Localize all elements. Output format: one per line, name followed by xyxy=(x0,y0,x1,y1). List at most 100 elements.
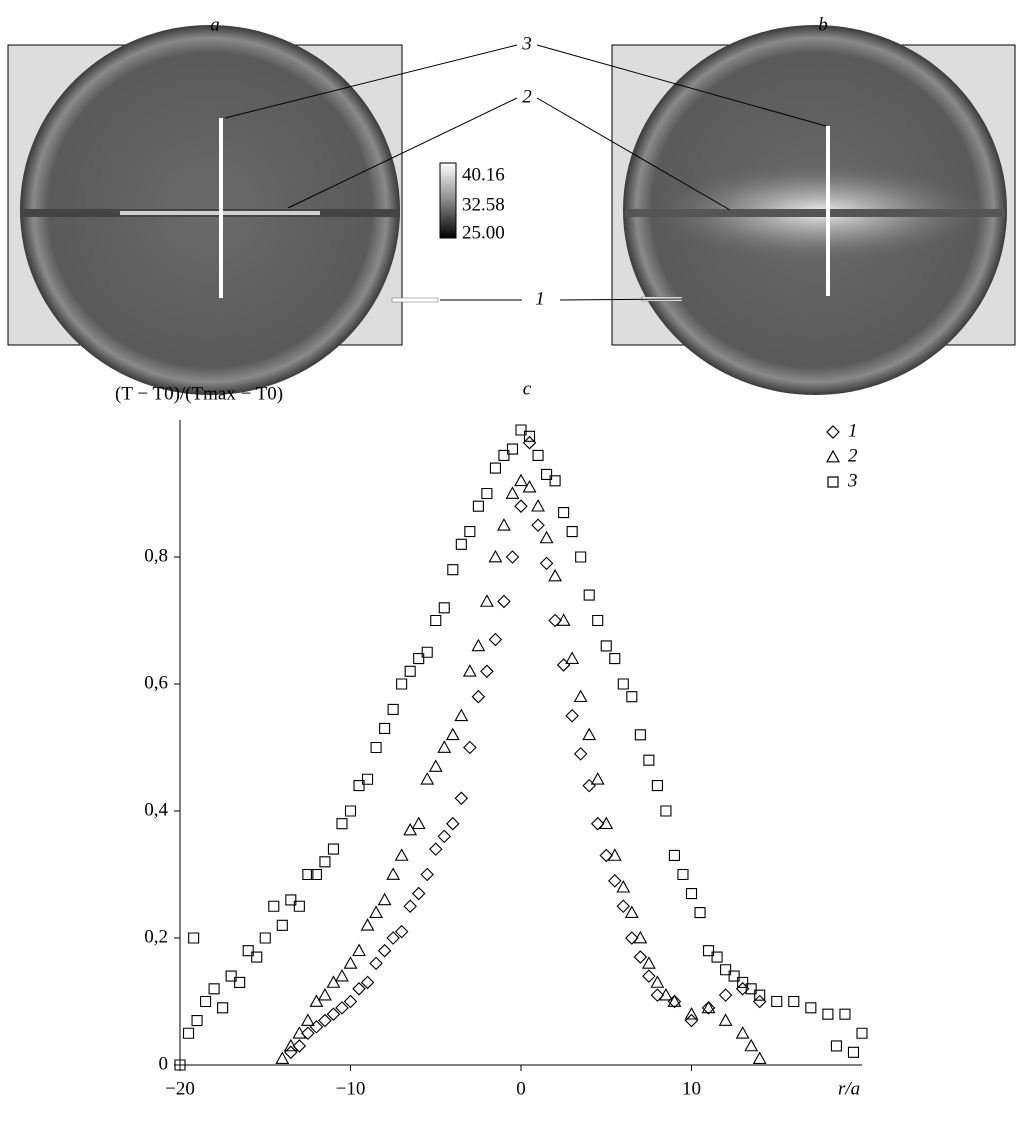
scatter-point xyxy=(575,748,587,760)
scatter-point xyxy=(754,1053,766,1064)
scatter-point xyxy=(593,616,603,626)
scatter-point xyxy=(737,1027,749,1038)
y-tick-label: 0,6 xyxy=(144,672,168,693)
scatter-point xyxy=(789,997,799,1007)
scatter-point xyxy=(549,570,561,581)
scatter-point xyxy=(848,1047,858,1057)
x-tick-label: 10 xyxy=(682,1078,701,1099)
scatter-point xyxy=(567,527,577,537)
scatter-point xyxy=(652,781,662,791)
scatter-point xyxy=(506,551,518,563)
scatter-point xyxy=(532,519,544,531)
scatter-point xyxy=(482,489,492,499)
scatter-point xyxy=(209,984,219,994)
scatter-point xyxy=(336,970,348,981)
scatter-point xyxy=(857,1028,867,1038)
scatter-point xyxy=(626,932,638,944)
scatter-point xyxy=(438,830,450,842)
x-tick-label: −20 xyxy=(165,1078,195,1099)
scatter-point xyxy=(720,1015,732,1026)
scatter-point xyxy=(498,519,510,530)
scatter-point xyxy=(823,1009,833,1019)
scatter-point xyxy=(635,730,645,740)
scatter-point xyxy=(320,857,330,867)
scatter-point xyxy=(456,539,466,549)
scatter-point xyxy=(634,951,646,963)
scatter-point xyxy=(661,806,671,816)
scatter-point xyxy=(430,843,442,855)
colorbar-label: 40.16 xyxy=(462,164,505,185)
scatter-point xyxy=(379,945,391,957)
scatter-point xyxy=(720,989,732,1001)
scatter-point xyxy=(687,889,697,899)
scatter-point xyxy=(337,819,347,829)
scatter-point xyxy=(754,996,766,1008)
scatter-point xyxy=(184,1028,194,1038)
legend-marker xyxy=(827,451,839,462)
colorbar xyxy=(440,163,456,238)
scatter-point xyxy=(464,742,476,754)
x-tick-label: −10 xyxy=(336,1078,366,1099)
scatter-point xyxy=(703,1002,715,1013)
panel-b-image xyxy=(612,25,1015,395)
scatter-point xyxy=(618,679,628,689)
scatter-point xyxy=(447,729,459,740)
scatter-point xyxy=(472,691,484,703)
scatter-point xyxy=(397,679,407,689)
y-tick-label: 0,8 xyxy=(144,545,168,566)
callout-label: 1 xyxy=(535,288,545,309)
scatter-point xyxy=(600,818,612,829)
colorbar-label: 25.00 xyxy=(462,222,505,243)
scatter-point xyxy=(293,1027,305,1038)
scatter-point xyxy=(447,818,459,830)
scatter-point xyxy=(806,1003,816,1013)
scatter-point xyxy=(541,557,553,569)
scatter-point xyxy=(575,691,587,702)
legend-label: 3 xyxy=(847,470,858,491)
scatter-point xyxy=(413,818,425,829)
scatter-point xyxy=(489,634,501,646)
scatter-point xyxy=(370,957,382,969)
scatter-point xyxy=(549,615,561,627)
scatter-point xyxy=(438,742,450,753)
scatter-point xyxy=(201,997,211,1007)
scatter-point xyxy=(464,665,476,676)
scatter-point xyxy=(489,551,501,562)
scatter-point xyxy=(634,932,646,943)
scatter-point xyxy=(498,595,510,607)
scatter-point xyxy=(686,1008,698,1019)
scatter-point xyxy=(541,532,553,543)
scatter-point xyxy=(584,590,594,600)
scatter-point xyxy=(737,983,749,995)
scatter-point xyxy=(617,900,629,912)
figure: a b 3 2 1 40.16 32.58 25.00 c (T − T0)/(… xyxy=(0,0,1019,1140)
y-axis-label: (T − T0)/(Tmax − T0) xyxy=(115,383,283,404)
scatter-point xyxy=(576,552,586,562)
scatter-point xyxy=(380,723,390,733)
scatter-point xyxy=(328,844,338,854)
scatter-point xyxy=(302,1015,314,1026)
scatter-point xyxy=(644,755,654,765)
scatter-point xyxy=(600,849,612,861)
scatter-point xyxy=(490,463,500,473)
scatter-point xyxy=(515,475,527,486)
y-tick-label: 0,2 xyxy=(144,926,168,947)
scatter-point xyxy=(566,653,578,664)
scatter-point xyxy=(592,818,604,830)
scatter-point xyxy=(592,773,604,784)
scatter-point xyxy=(371,743,381,753)
scatter-point xyxy=(481,595,493,606)
scatter-point xyxy=(413,888,425,900)
scatter-point xyxy=(472,640,484,651)
scatter-point xyxy=(524,437,536,449)
scatter-point xyxy=(455,710,467,721)
scatter-point xyxy=(396,849,408,860)
scatter-point xyxy=(353,945,365,956)
scatter-point xyxy=(533,450,543,460)
scatter-point xyxy=(669,850,679,860)
scatter-point xyxy=(465,527,475,537)
legend-marker xyxy=(828,477,838,487)
scatter-point xyxy=(387,869,399,880)
scatter-point xyxy=(285,1040,297,1051)
x-axis-label: r/a xyxy=(838,1078,860,1099)
